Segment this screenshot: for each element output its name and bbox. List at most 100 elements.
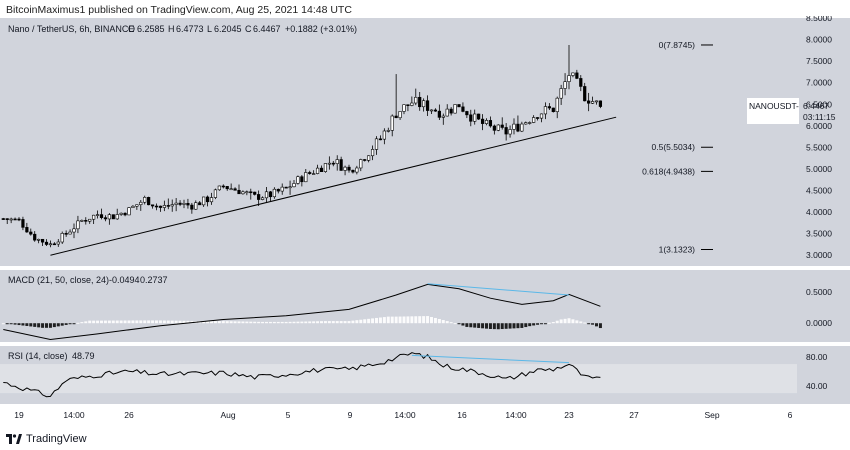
candle-body[interactable] [425,100,430,111]
candle-body[interactable] [351,169,355,173]
candle-body[interactable] [429,109,434,112]
candle-body[interactable] [107,214,111,220]
candle-body[interactable] [535,117,540,119]
candle-body[interactable] [598,100,603,107]
candle-body[interactable] [594,100,599,103]
candle-body[interactable] [60,233,64,243]
candle-body[interactable] [394,115,398,119]
candle-body[interactable] [154,205,159,208]
candle-body[interactable] [205,196,210,203]
candle-body[interactable] [127,207,131,216]
candle-body[interactable] [178,202,182,205]
candle-body[interactable] [233,188,237,191]
ascending-support-line[interactable] [50,116,617,256]
candle-body[interactable] [190,204,194,210]
candle-body[interactable] [327,162,331,165]
candle-body[interactable] [48,243,53,246]
candle-body[interactable] [225,186,229,190]
candle-body[interactable] [209,197,214,203]
candle-body[interactable] [217,185,221,191]
candle-body[interactable] [162,205,166,208]
candle-body[interactable] [229,188,233,191]
candle-body[interactable] [198,202,202,206]
candle-body[interactable] [143,197,147,203]
candle-body[interactable] [355,167,359,173]
candle-body[interactable] [343,166,347,171]
candle-body[interactable] [445,108,449,117]
candle-body[interactable] [257,194,261,200]
candle-body[interactable] [213,189,218,198]
candle-body[interactable] [363,159,367,161]
candle-body[interactable] [406,104,410,106]
candle-body[interactable] [418,96,422,108]
candle-body[interactable] [99,214,104,218]
candle-body[interactable] [508,129,512,135]
candle-body[interactable] [296,176,300,184]
candle-body[interactable] [484,120,489,124]
candle-body[interactable] [378,138,383,141]
candle-body[interactable] [186,203,190,206]
candle-body[interactable] [402,104,406,112]
candle-body[interactable] [13,218,17,221]
candle-body[interactable] [260,197,265,200]
candle-body[interactable] [567,75,571,82]
candle-body[interactable] [539,113,544,119]
candle-body[interactable] [135,204,139,207]
candle-body[interactable] [347,166,351,171]
candle-body[interactable] [29,231,33,235]
candle-body[interactable] [543,106,548,115]
candle-body[interactable] [9,218,13,221]
candle-body[interactable] [480,118,485,124]
candle-body[interactable] [280,186,284,192]
candle-body[interactable] [44,241,49,245]
candle-body[interactable] [449,108,453,114]
candle-body[interactable] [68,231,72,235]
candle-body[interactable] [174,202,178,205]
candle-body[interactable] [194,202,198,210]
candle-body[interactable] [95,214,100,216]
candle-body[interactable] [300,176,304,183]
candle-body[interactable] [264,191,269,199]
candle-body[interactable] [374,138,379,150]
candle-body[interactable] [382,130,386,140]
rsi-divergence-line[interactable] [411,354,570,364]
candle-body[interactable] [245,191,249,194]
macd-divergence-line[interactable] [427,283,570,296]
candle-body[interactable] [288,186,292,189]
candle-body[interactable] [469,114,473,122]
candle-body[interactable] [359,159,363,169]
candle-body[interactable] [315,167,320,174]
candle-body[interactable] [386,130,390,132]
candle-body[interactable] [488,120,493,127]
candle-body[interactable] [441,115,445,118]
candle-body[interactable] [390,115,394,131]
candle-body[interactable] [131,205,135,208]
candle-body[interactable] [249,191,253,194]
candle-body[interactable] [422,100,426,108]
candle-body[interactable] [504,127,508,135]
candle-body[interactable] [453,104,457,114]
candle-body[interactable] [25,227,29,233]
candle-body[interactable] [241,191,245,195]
candle-body[interactable] [111,214,115,220]
candle-body[interactable] [304,172,308,183]
candle-body[interactable] [512,123,516,130]
candle-body[interactable] [139,201,143,206]
candle-body[interactable] [555,97,559,113]
candle-body[interactable] [1,218,5,220]
price-axis[interactable] [797,18,850,404]
candle-body[interactable] [72,228,76,233]
candle-body[interactable] [477,113,481,120]
candle-body[interactable] [551,107,555,113]
candle-body[interactable] [532,117,536,123]
candle-body[interactable] [80,220,84,222]
candle-body[interactable] [170,204,174,207]
candle-body[interactable] [115,214,119,220]
candle-body[interactable] [465,111,469,116]
candle-body[interactable] [182,203,186,205]
candle-body[interactable] [308,172,312,174]
candle-body[interactable] [147,197,151,206]
candle-body[interactable] [166,205,170,207]
candle-body[interactable] [221,185,225,188]
candle-body[interactable] [237,189,241,195]
